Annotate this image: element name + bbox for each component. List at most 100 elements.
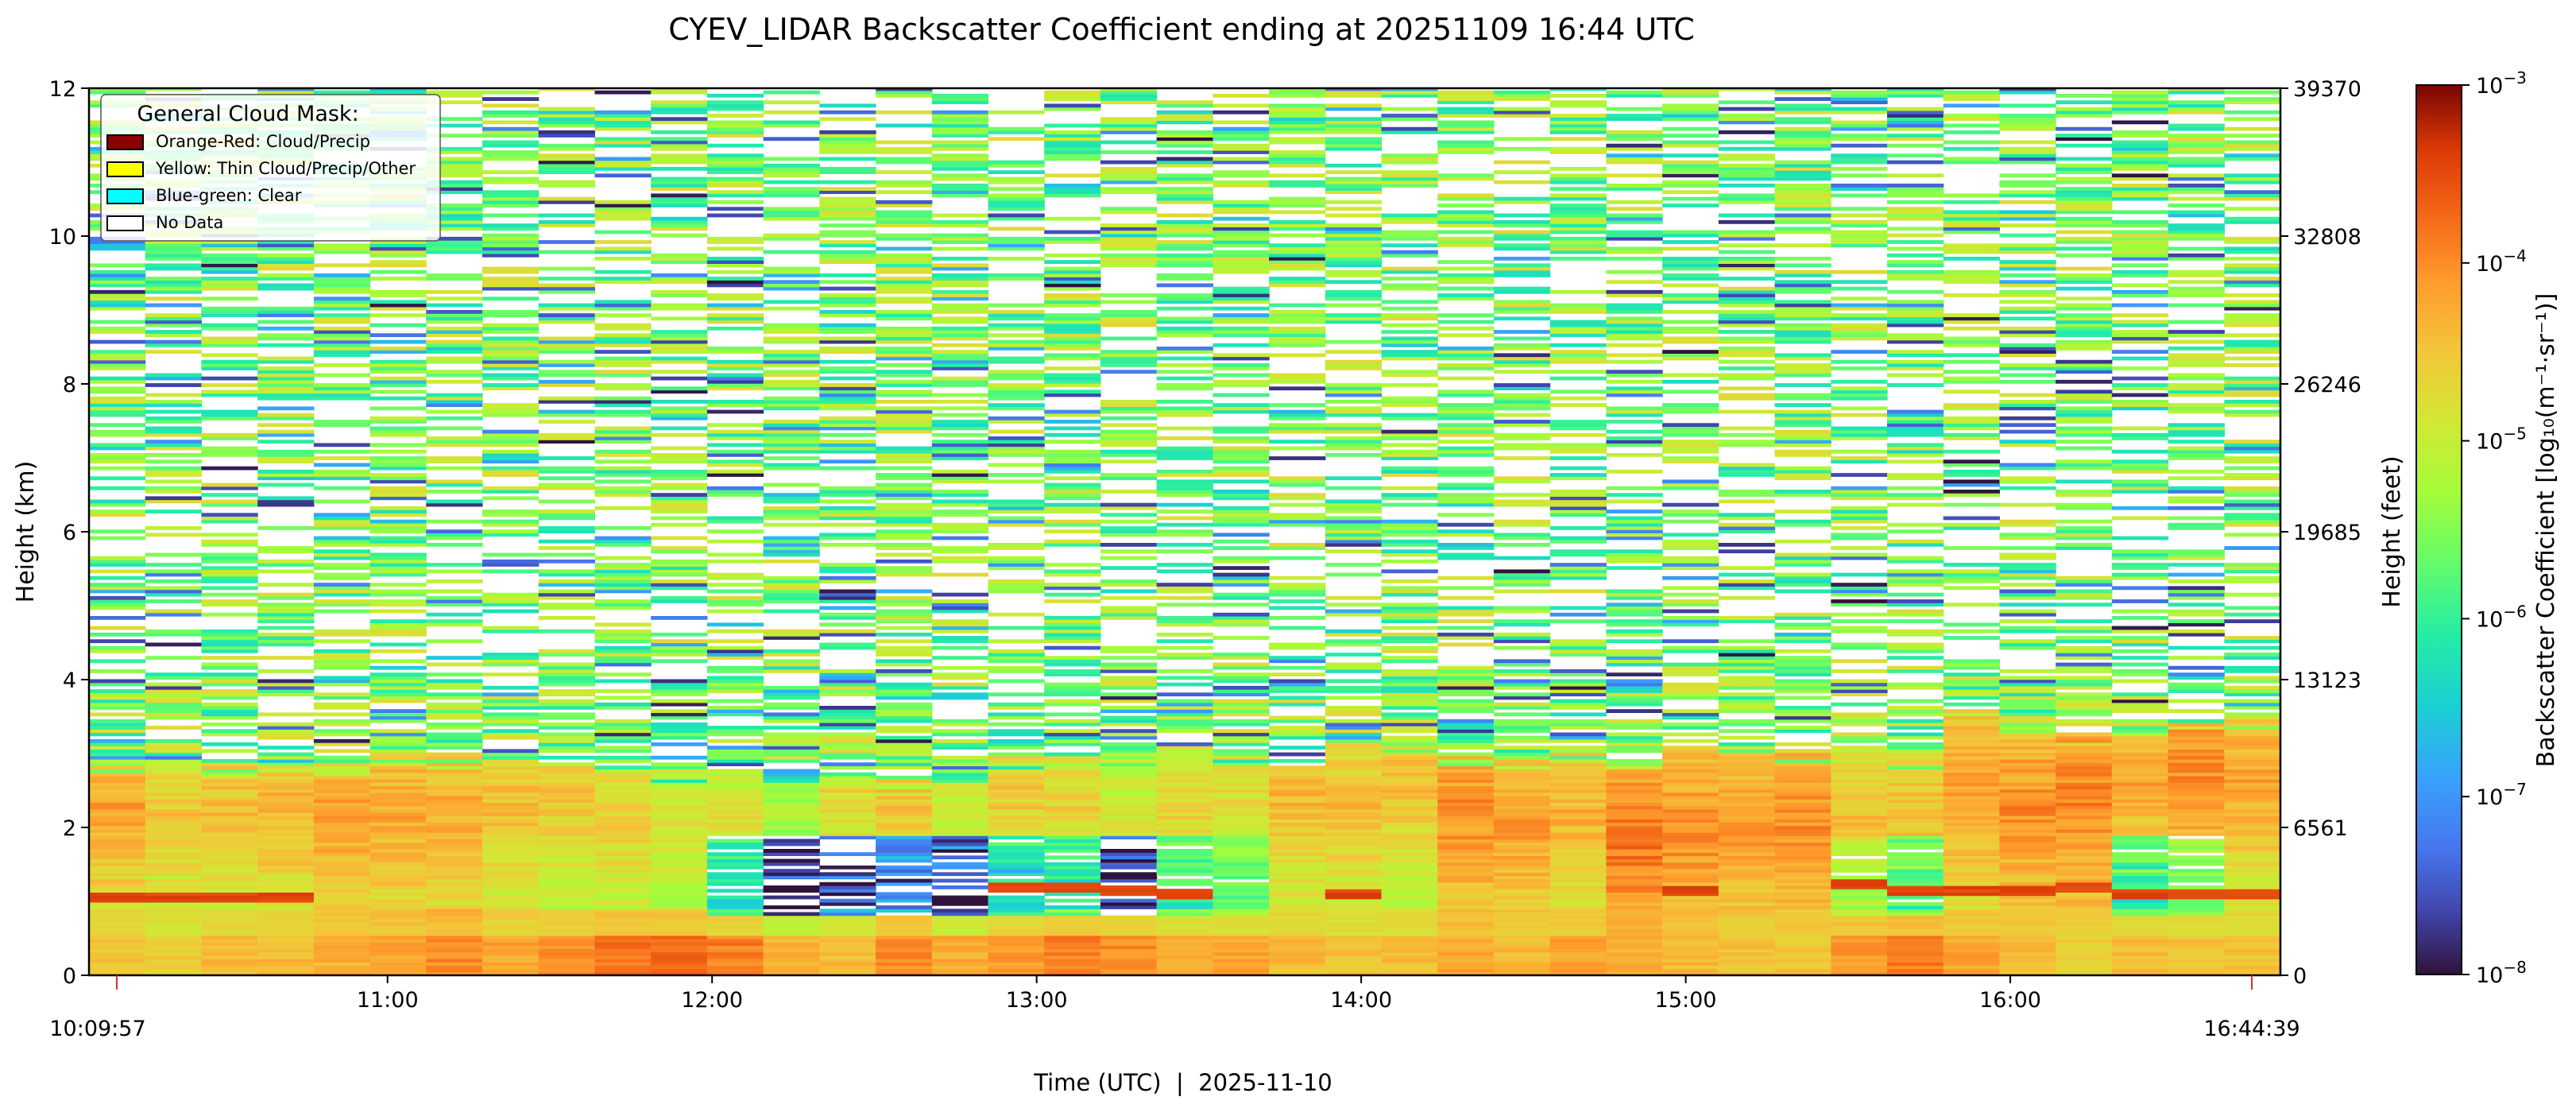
heatmap-cell	[763, 971, 820, 975]
heatmap-cell	[201, 759, 258, 763]
heatmap-cell	[931, 782, 989, 787]
heatmap-cell	[706, 928, 764, 933]
heatmap-cell	[594, 257, 652, 261]
heatmap-cell	[1606, 915, 1663, 920]
heatmap-cell	[988, 137, 1045, 141]
heatmap-cell	[313, 905, 371, 909]
heatmap-cell	[89, 782, 146, 787]
heatmap-cell	[876, 959, 933, 963]
heatmap-cell	[988, 942, 1045, 946]
heatmap-cell	[1493, 220, 1551, 224]
heatmap-cell	[1437, 642, 1495, 647]
heatmap-cell	[482, 343, 540, 347]
heatmap-cell	[1437, 852, 1495, 856]
heatmap-cell	[1325, 146, 1383, 151]
heatmap-cell	[1213, 559, 1270, 564]
heatmap-cell	[1493, 738, 1551, 743]
heatmap-cell	[257, 343, 315, 347]
heatmap-cell	[1325, 88, 1383, 91]
heatmap-cell	[1549, 669, 1607, 673]
heatmap-cell	[1156, 928, 1213, 933]
heatmap-cell	[1381, 493, 1438, 497]
heatmap-cell	[594, 799, 652, 803]
heatmap-cell	[594, 386, 652, 391]
heatmap-cell	[876, 263, 933, 268]
heatmap-cell	[931, 695, 989, 700]
heatmap-cell	[931, 925, 989, 929]
heatmap-cell	[369, 490, 427, 494]
heatmap-cell	[1606, 184, 1663, 188]
heatmap-cell	[482, 942, 540, 946]
heatmap-cell	[369, 715, 427, 720]
heatmap-cell	[651, 712, 708, 717]
heatmap-cell	[1549, 126, 1607, 131]
heatmap-cell	[763, 832, 820, 836]
heatmap-cell	[706, 875, 764, 880]
heatmap-cell	[1100, 260, 1158, 264]
heatmap-cell	[538, 951, 595, 956]
heatmap-cell	[89, 948, 146, 953]
heatmap-cell	[988, 453, 1045, 457]
heatmap-cell	[369, 816, 427, 819]
heatmap-cell	[1044, 812, 1101, 816]
heatmap-cell	[651, 802, 708, 807]
heatmap-cell	[1044, 885, 1101, 889]
heatmap-cell	[482, 816, 540, 819]
heatmap-cell	[763, 653, 820, 657]
heatmap-cell	[876, 792, 933, 796]
heatmap-cell	[201, 832, 258, 836]
heatmap-cell	[931, 213, 989, 218]
heatmap-cell	[1606, 409, 1663, 414]
heatmap-cell	[876, 90, 933, 95]
heatmap-cell	[931, 862, 989, 866]
heatmap-cell	[1044, 685, 1101, 690]
heatmap-cell	[706, 709, 764, 713]
heatmap-cell	[426, 775, 483, 780]
heatmap-cell	[931, 629, 989, 633]
heatmap-cell	[313, 849, 371, 853]
heatmap-cell	[1437, 416, 1495, 420]
heatmap-cell	[145, 243, 202, 248]
heatmap-cell	[1493, 895, 1551, 900]
heatmap-cell	[1213, 260, 1270, 264]
heatmap-cell	[145, 749, 202, 754]
heatmap-cell	[1156, 676, 1213, 680]
heatmap-cell	[257, 971, 315, 975]
heatmap-cell	[1100, 656, 1158, 660]
heatmap-cell	[482, 190, 540, 195]
heatmap-cell	[538, 712, 595, 717]
heatmap-cell	[1325, 962, 1383, 967]
heatmap-cell	[1269, 895, 1326, 900]
heatmap-cell	[594, 782, 652, 787]
heatmap-cell	[369, 383, 427, 387]
heatmap-cell	[594, 440, 652, 444]
heatmap-cell	[1269, 120, 1326, 125]
heatmap-cell	[1213, 513, 1270, 517]
heatmap-cell	[1381, 762, 1438, 766]
heatmap-cell	[89, 935, 146, 940]
heatmap-cell	[426, 440, 483, 444]
heatmap-cell	[89, 379, 146, 384]
heatmap-cell	[1606, 842, 1663, 847]
heatmap-cell	[145, 839, 202, 843]
heatmap-cell	[763, 403, 820, 407]
heatmap-cell	[819, 323, 876, 327]
heatmap-cell	[1156, 915, 1213, 920]
heatmap-cell	[201, 409, 258, 414]
heatmap-cell	[145, 918, 202, 923]
heatmap-cell	[1493, 782, 1551, 787]
heatmap-cell	[988, 386, 1045, 391]
heatmap-cell	[1100, 935, 1158, 940]
heatmap-cell	[538, 799, 595, 803]
heatmap-cell	[876, 496, 933, 501]
heatmap-cell	[369, 289, 427, 294]
heatmap-cell	[1269, 939, 1326, 943]
heatmap-cell	[89, 695, 146, 700]
heatmap-cell	[482, 962, 540, 967]
heatmap-cell	[706, 409, 764, 414]
heatmap-cell	[145, 429, 202, 434]
heatmap-cell	[1156, 839, 1213, 843]
heatmap-cell	[763, 339, 820, 344]
heatmap-cell	[876, 269, 933, 274]
heatmap-cell	[89, 822, 146, 827]
